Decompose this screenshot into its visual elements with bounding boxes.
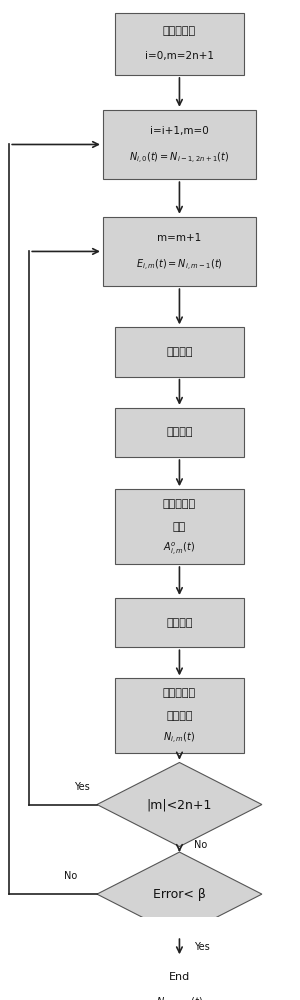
FancyBboxPatch shape (115, 598, 244, 647)
Text: No: No (64, 871, 77, 881)
Text: $N_{i,0}(t) = N_{i-1,2n+1}(t)$: $N_{i,0}(t) = N_{i-1,2n+1}(t)$ (129, 151, 230, 166)
Text: i=i+1,m=0: i=i+1,m=0 (150, 126, 209, 136)
FancyBboxPatch shape (115, 678, 244, 753)
FancyBboxPatch shape (115, 13, 244, 75)
Text: $A^{o}_{i,m}(t)$: $A^{o}_{i,m}(t)$ (164, 541, 196, 557)
Text: m=m+1: m=m+1 (157, 233, 202, 243)
Text: Error< β: Error< β (153, 888, 206, 901)
Text: No: No (194, 840, 207, 850)
FancyBboxPatch shape (103, 110, 256, 179)
Text: $N_{i,m}(t)$: $N_{i,m}(t)$ (164, 731, 196, 746)
Polygon shape (97, 762, 262, 847)
Text: End: End (169, 972, 190, 982)
Text: $E_{i,m}(t) = N_{i,m-1}(t)$: $E_{i,m}(t) = N_{i,m-1}(t)$ (136, 258, 223, 273)
Text: 正向色散: 正向色散 (166, 427, 193, 437)
Text: 振幅: 振幅 (173, 522, 186, 532)
FancyBboxPatch shape (103, 217, 256, 286)
Text: |m|<2n+1: |m|<2n+1 (147, 798, 212, 811)
Text: 相位调制: 相位调制 (166, 347, 193, 357)
Text: 冲复振幅: 冲复振幅 (166, 711, 193, 721)
FancyBboxPatch shape (115, 489, 244, 564)
Text: Yes: Yes (74, 782, 90, 792)
Text: $N_{i,2n+1}(t)$: $N_{i,2n+1}(t)$ (156, 996, 203, 1000)
Text: i=0,m=2n+1: i=0,m=2n+1 (145, 51, 214, 61)
Text: 更新出射复: 更新出射复 (163, 499, 196, 509)
Polygon shape (97, 852, 262, 936)
FancyBboxPatch shape (115, 327, 244, 377)
FancyBboxPatch shape (115, 408, 244, 457)
FancyBboxPatch shape (115, 957, 244, 1000)
Text: 逆向色散: 逆向色散 (166, 618, 193, 628)
Text: 待测激光脉: 待测激光脉 (163, 688, 196, 698)
Text: Yes: Yes (194, 942, 210, 952)
Text: 数据初始化: 数据初始化 (163, 26, 196, 36)
